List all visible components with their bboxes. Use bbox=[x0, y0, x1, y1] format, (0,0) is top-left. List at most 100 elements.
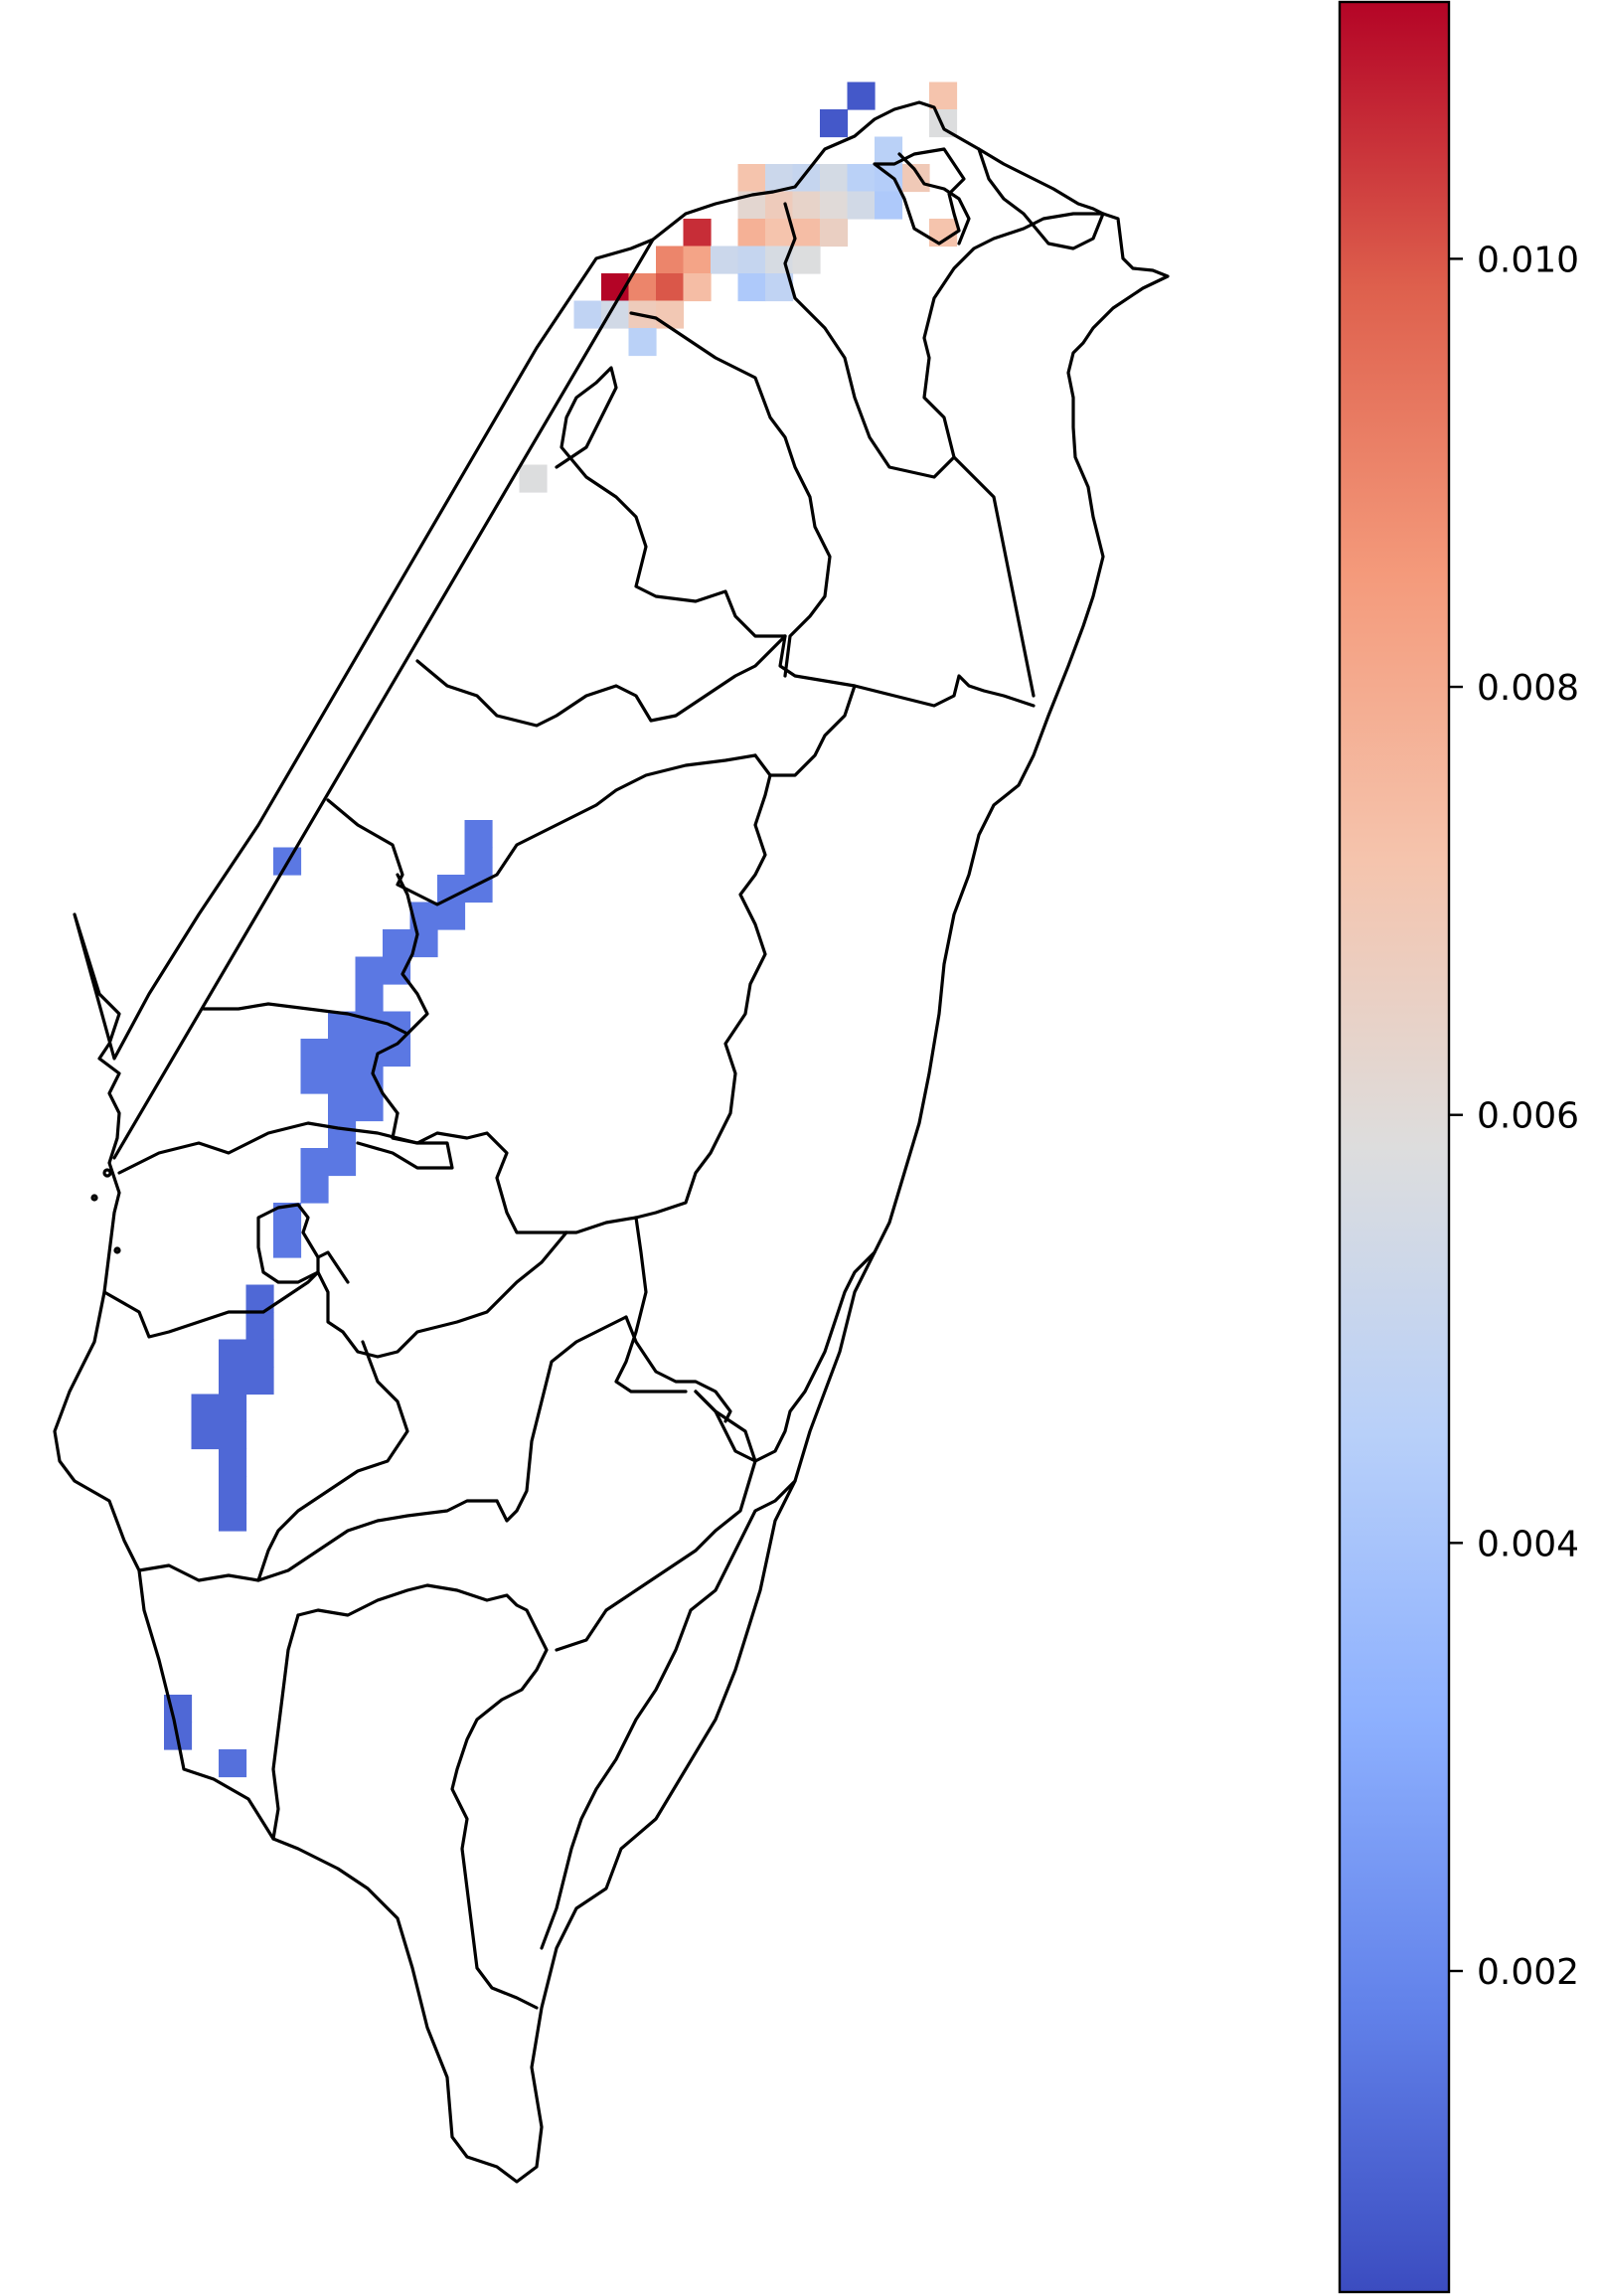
heat-cell bbox=[847, 82, 876, 110]
heat-cell bbox=[464, 847, 493, 876]
colorbar-tick-label: 0.006 bbox=[1477, 1096, 1579, 1137]
heat-cell bbox=[628, 273, 657, 302]
heat-cell bbox=[328, 1066, 357, 1094]
county-line-changhua-inner bbox=[396, 873, 429, 1036]
heat-cell bbox=[355, 984, 384, 1013]
heat-cell bbox=[219, 1749, 247, 1778]
county-line-taoyuan bbox=[629, 311, 832, 678]
heat-cell bbox=[219, 1394, 247, 1422]
heat-cell bbox=[847, 191, 876, 220]
county-line-taipei-north bbox=[783, 202, 1105, 479]
heat-cell bbox=[792, 191, 821, 220]
county-line-taitung-east bbox=[555, 1390, 757, 1652]
heat-cell bbox=[656, 246, 685, 274]
colorbar-tick-label: 0.002 bbox=[1477, 1952, 1579, 1993]
county-line-nantou-north bbox=[634, 753, 772, 1220]
heat-cell bbox=[792, 164, 821, 193]
islet-1 bbox=[102, 1168, 112, 1178]
heat-cell bbox=[300, 1066, 329, 1094]
county-line-pingtung bbox=[296, 1583, 549, 2010]
heat-cell bbox=[245, 1339, 274, 1368]
heat-cell bbox=[328, 1120, 357, 1149]
county-line-tainan-inner bbox=[256, 1340, 409, 1582]
county-line-tainan bbox=[137, 1499, 499, 1582]
heat-cell bbox=[519, 464, 548, 493]
colorbar-tick-label: 0.010 bbox=[1477, 240, 1579, 280]
county-line-hsinchu bbox=[555, 366, 787, 638]
heat-cell bbox=[328, 1093, 357, 1122]
heat-cell bbox=[683, 219, 712, 247]
colorbar-ticks: 0.002 0.004 0.006 0.008 0.010 bbox=[1449, 240, 1579, 1993]
heat-cell bbox=[901, 164, 930, 193]
heat-cell bbox=[875, 191, 903, 220]
heat-cell bbox=[219, 1339, 247, 1368]
heat-cell bbox=[792, 219, 821, 247]
county-line-taipei-inner bbox=[873, 147, 966, 246]
heat-cell bbox=[273, 1230, 302, 1258]
heat-cell bbox=[792, 246, 821, 274]
county-line-chiayi-north bbox=[102, 1230, 568, 1359]
heat-cell bbox=[328, 1148, 357, 1177]
heat-cell bbox=[656, 300, 685, 329]
heat-cell bbox=[191, 1394, 220, 1422]
heat-cell bbox=[219, 1503, 247, 1532]
heat-cell bbox=[929, 82, 958, 110]
heat-cell bbox=[219, 1476, 247, 1505]
heat-cell bbox=[245, 1367, 274, 1395]
islet-2 bbox=[90, 1194, 98, 1202]
heat-cell bbox=[683, 246, 712, 274]
heat-cell bbox=[219, 1421, 247, 1450]
county-line-chiayi-inner bbox=[316, 1250, 350, 1284]
county-line-hualien-nantou bbox=[614, 1216, 688, 1394]
heat-cell bbox=[573, 300, 602, 329]
county-line-pingtung-west bbox=[271, 1613, 300, 1841]
county-line-hualien-west bbox=[768, 684, 857, 777]
heat-cell bbox=[875, 136, 903, 165]
heat-cell bbox=[219, 1367, 247, 1395]
heat-cell bbox=[437, 902, 466, 930]
county-line-miaoli bbox=[415, 634, 787, 728]
heat-cell bbox=[737, 273, 766, 302]
county-line-north-small bbox=[897, 152, 971, 246]
county-line-yunlin bbox=[117, 1121, 454, 1175]
county-line-hualien-taitung bbox=[694, 1250, 877, 1463]
county-line-kaohsiung bbox=[495, 1315, 628, 1523]
colorbar-tick-label: 0.008 bbox=[1477, 668, 1579, 709]
heat-cell bbox=[820, 219, 849, 247]
heat-cell bbox=[737, 219, 766, 247]
colorbar-tick-label: 0.004 bbox=[1477, 1524, 1579, 1564]
heat-cell bbox=[847, 164, 876, 193]
heat-cell bbox=[711, 246, 739, 274]
heat-cell bbox=[300, 1175, 329, 1204]
heat-cell bbox=[245, 1312, 274, 1341]
heat-cell bbox=[300, 1039, 329, 1067]
county-line-chiayi-city bbox=[256, 1203, 320, 1284]
county-line-hualien-inner bbox=[952, 455, 1036, 698]
county-boundaries bbox=[53, 100, 1170, 2184]
heat-cell bbox=[765, 219, 794, 247]
islet-3 bbox=[113, 1246, 121, 1254]
heat-cell bbox=[219, 1448, 247, 1477]
heat-cell bbox=[656, 273, 685, 302]
colorbar bbox=[1338, 0, 1451, 2294]
county-line-changhua bbox=[202, 1002, 409, 1115]
heat-cell bbox=[300, 1148, 329, 1177]
heat-cell bbox=[628, 328, 657, 357]
county-line-taipei-keelung bbox=[977, 147, 1105, 250]
heat-cell bbox=[191, 1421, 220, 1450]
county-line-taichung-east bbox=[778, 634, 1036, 708]
county-line-taitung-south bbox=[540, 1479, 797, 1950]
west-coast-line bbox=[112, 238, 655, 1160]
heat-cell bbox=[820, 191, 849, 220]
county-line-kaohsiung-east bbox=[624, 1315, 732, 1423]
heat-cell bbox=[820, 109, 849, 138]
heat-cell bbox=[820, 164, 849, 193]
heat-cell bbox=[355, 1093, 384, 1122]
county-line-nantou-south bbox=[391, 1111, 638, 1234]
heat-cell bbox=[383, 929, 411, 958]
heat-cell bbox=[355, 956, 384, 985]
county-line-taichung bbox=[326, 753, 757, 906]
heat-cell bbox=[737, 246, 766, 274]
